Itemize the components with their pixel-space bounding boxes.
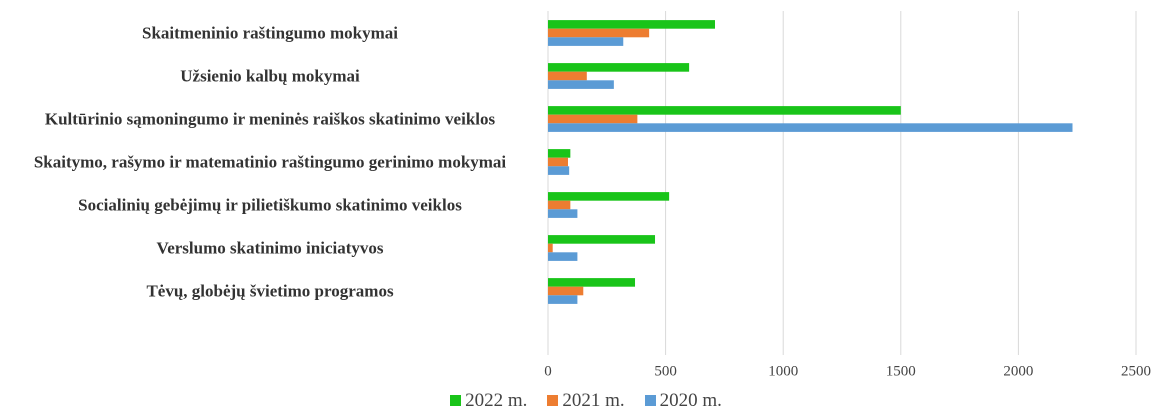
bar: [548, 192, 670, 201]
category-label: Kultūrinio sąmoningumo ir meninės raiško…: [44, 109, 496, 129]
x-tick-label: 2500: [1121, 363, 1151, 379]
bar: [548, 200, 571, 210]
x-tick-label: 0: [544, 363, 552, 379]
legend-item: 2022 m.: [450, 390, 527, 412]
x-tick-label: 1500: [886, 363, 916, 379]
x-tick-label: 1000: [768, 363, 798, 379]
category-label: Skaitmeninio raštingumo mokymai: [142, 23, 398, 43]
legend-label: 2022 m.: [465, 390, 528, 411]
legend-swatch: [547, 395, 559, 406]
bar: [548, 28, 650, 38]
bar: [548, 80, 614, 89]
x-tick-label: 2000: [1003, 363, 1033, 379]
bar: [548, 286, 584, 296]
bar: [548, 106, 901, 115]
bar: [548, 235, 656, 244]
category-label: Užsienio kalbų mokymai: [180, 66, 360, 86]
bar: [548, 209, 578, 218]
legend-item: 2020 m.: [644, 390, 722, 412]
bar: [548, 114, 638, 124]
legend-swatch: [644, 395, 656, 406]
bar: [548, 63, 690, 72]
legend-label: 2021 m.: [562, 390, 625, 411]
legend-swatch: [450, 395, 462, 406]
bar: [548, 295, 578, 304]
category-label: Socialinių gebėjimų ir pilietiškumo skat…: [78, 195, 462, 215]
bar: [548, 71, 587, 81]
category-label: Verslumo skatinimo iniciatyvos: [156, 238, 384, 258]
category-label: Skaitymo, rašymo ir matematinio raštingu…: [33, 152, 507, 172]
x-tick-label: 500: [654, 363, 677, 379]
legend: 2022 m. 2021 m. 2020 m.: [0, 390, 1172, 412]
bar: [548, 243, 553, 253]
bar: [548, 252, 578, 261]
bar: [548, 20, 715, 29]
bar: [548, 123, 1073, 132]
bar: [548, 278, 636, 287]
category-label: Tėvų, globėjų švietimo programos: [146, 281, 394, 301]
bar: [548, 149, 571, 158]
bar: [548, 157, 568, 167]
legend-item: 2021 m.: [547, 390, 625, 412]
legend-label: 2020 m.: [659, 390, 722, 411]
bar: [548, 37, 624, 46]
bar: [548, 166, 570, 175]
